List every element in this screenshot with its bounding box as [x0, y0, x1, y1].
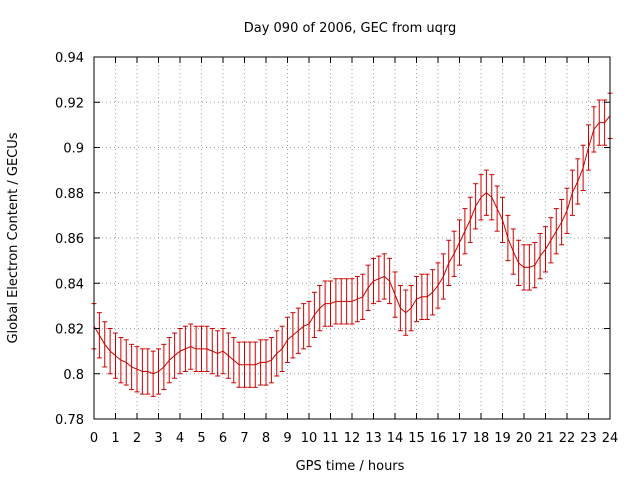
x-tick-label: 2: [133, 431, 141, 446]
x-tick-label: 22: [559, 431, 576, 446]
y-tick-label: 0.88: [55, 187, 84, 202]
x-tick-label: 6: [219, 431, 227, 446]
x-tick-label: 15: [408, 431, 425, 446]
x-tick-label: 5: [197, 431, 205, 446]
x-tick-label: 13: [365, 431, 382, 446]
x-tick-label: 3: [154, 431, 162, 446]
y-tick-label: 0.94: [55, 51, 84, 66]
x-tick-label: 4: [176, 431, 184, 446]
y-axis-title: Global Electron Content / GECUs: [6, 132, 21, 343]
x-tick-label: 0: [90, 431, 98, 446]
x-tick-label: 10: [301, 431, 318, 446]
x-tick-label: 21: [537, 431, 554, 446]
y-tick-label: 0.9: [63, 142, 84, 157]
y-tick-labels: 0.78 0.8 0.82 0.84 0.86 0.88 0.9 0.92 0.94: [55, 51, 84, 428]
x-tick-label: 16: [430, 431, 447, 446]
x-tick-label: 17: [451, 431, 468, 446]
x-tick-label: 19: [494, 431, 511, 446]
x-tick-label: 14: [387, 431, 404, 446]
chart-title: Day 090 of 2006, GEC from uqrg: [244, 21, 457, 36]
x-tick-label: 24: [602, 431, 619, 446]
y-tick-label: 0.84: [55, 277, 84, 292]
x-tick-labels: 0 1 2 3 4 5 6 7 8 9 10 11 12 13 14 15 16 17 18 19 20 21 22 23 24: [90, 431, 618, 446]
x-tick-label: 1: [111, 431, 119, 446]
x-tick-label: 23: [580, 431, 597, 446]
y-tick-label: 0.82: [55, 323, 84, 338]
x-tick-label: 7: [240, 431, 248, 446]
axis-ticks: [93, 56, 611, 420]
y-tick-label: 0.86: [55, 232, 84, 247]
x-tick-label: 9: [283, 431, 291, 446]
gec-series-line: [93, 115, 611, 375]
x-axis-title: GPS time / hours: [296, 459, 405, 474]
x-tick-label: 11: [322, 431, 339, 446]
error-bars: [91, 92, 613, 397]
x-tick-label: 20: [516, 431, 533, 446]
grid-lines: [94, 57, 610, 419]
x-tick-label: 8: [262, 431, 270, 446]
y-tick-label: 0.8: [63, 368, 84, 383]
y-tick-label: 0.92: [55, 96, 84, 111]
x-tick-label: 12: [344, 431, 361, 446]
series-line: [93, 115, 611, 375]
y-tick-label: 0.78: [55, 413, 84, 428]
x-tick-label: 18: [473, 431, 490, 446]
